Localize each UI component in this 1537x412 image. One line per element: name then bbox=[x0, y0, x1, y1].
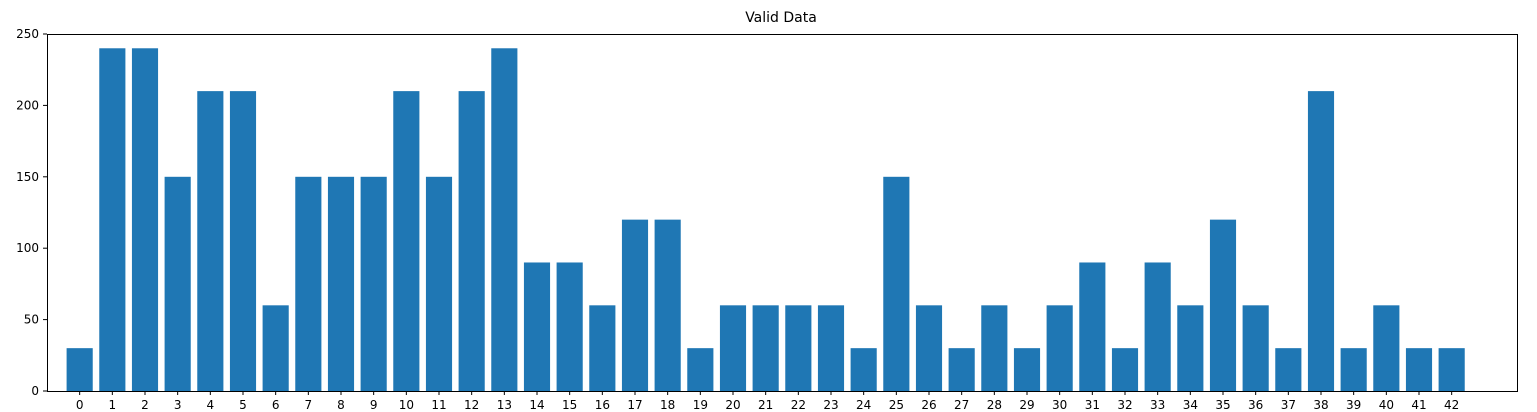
bar-34 bbox=[1177, 305, 1204, 391]
y-tick-label-250: 250 bbox=[16, 27, 39, 41]
bar-29 bbox=[1013, 348, 1041, 391]
x-tick-label-29: 29 bbox=[1019, 398, 1034, 412]
x-tick-label-21: 21 bbox=[758, 398, 773, 412]
bar-40 bbox=[1373, 305, 1400, 391]
bar-30 bbox=[1046, 305, 1073, 391]
bar-6 bbox=[262, 305, 289, 391]
bar-21 bbox=[752, 305, 779, 391]
x-tick-label-16: 16 bbox=[595, 398, 610, 412]
bar-41 bbox=[1405, 348, 1433, 391]
bar-17 bbox=[621, 219, 649, 391]
bar-25 bbox=[883, 176, 910, 391]
x-tick-label-15: 15 bbox=[562, 398, 577, 412]
x-tick-label-18: 18 bbox=[660, 398, 675, 412]
bar-32 bbox=[1111, 348, 1139, 391]
x-tick-label-5: 5 bbox=[239, 398, 247, 412]
x-tick-label-8: 8 bbox=[337, 398, 345, 412]
bar-2 bbox=[131, 48, 159, 391]
x-tick-label-14: 14 bbox=[529, 398, 544, 412]
bar-5 bbox=[229, 91, 257, 392]
bar-33 bbox=[1144, 262, 1171, 391]
x-tick-label-34: 34 bbox=[1183, 398, 1198, 412]
bar-3 bbox=[164, 176, 191, 391]
bar-12 bbox=[458, 91, 485, 392]
x-tick-label-41: 41 bbox=[1411, 398, 1426, 412]
x-tick-label-20: 20 bbox=[725, 398, 740, 412]
x-tick-label-42: 42 bbox=[1444, 398, 1459, 412]
x-tick-label-31: 31 bbox=[1085, 398, 1100, 412]
x-tick-label-38: 38 bbox=[1313, 398, 1328, 412]
x-tick-label-17: 17 bbox=[627, 398, 642, 412]
x-tick-label-7: 7 bbox=[305, 398, 313, 412]
bar-1 bbox=[99, 48, 126, 391]
x-tick-label-25: 25 bbox=[889, 398, 904, 412]
bar-9 bbox=[360, 176, 387, 391]
x-tick-label-26: 26 bbox=[921, 398, 936, 412]
bar-42 bbox=[1438, 348, 1465, 391]
x-tick-label-12: 12 bbox=[464, 398, 479, 412]
bar-15 bbox=[556, 262, 583, 391]
bar-38 bbox=[1307, 91, 1335, 392]
x-tick-label-4: 4 bbox=[207, 398, 215, 412]
x-tick-label-33: 33 bbox=[1150, 398, 1165, 412]
x-tick-label-24: 24 bbox=[856, 398, 871, 412]
x-tick-label-19: 19 bbox=[693, 398, 708, 412]
bar-13 bbox=[491, 48, 518, 391]
x-tick-label-13: 13 bbox=[497, 398, 512, 412]
bar-10 bbox=[393, 91, 420, 392]
x-tick-label-6: 6 bbox=[272, 398, 280, 412]
bar-28 bbox=[981, 305, 1008, 391]
x-tick-label-37: 37 bbox=[1281, 398, 1296, 412]
bar-8 bbox=[327, 176, 355, 391]
bar-14 bbox=[523, 262, 551, 391]
bar-0 bbox=[66, 348, 93, 391]
bar-23 bbox=[817, 305, 845, 391]
bar-36 bbox=[1242, 305, 1269, 391]
y-tick-label-50: 50 bbox=[24, 313, 39, 327]
bar-39 bbox=[1340, 348, 1367, 391]
x-tick-label-32: 32 bbox=[1117, 398, 1132, 412]
y-tick-label-150: 150 bbox=[16, 170, 39, 184]
x-tick-label-2: 2 bbox=[141, 398, 149, 412]
x-tick-label-10: 10 bbox=[399, 398, 414, 412]
bar-18 bbox=[654, 219, 681, 391]
chart-title: Valid Data bbox=[745, 10, 817, 26]
bar-37 bbox=[1275, 348, 1302, 391]
bar-4 bbox=[197, 91, 224, 392]
x-tick-label-1: 1 bbox=[109, 398, 117, 412]
bar-31 bbox=[1079, 262, 1106, 391]
x-tick-label-40: 40 bbox=[1379, 398, 1394, 412]
x-tick-label-35: 35 bbox=[1215, 398, 1230, 412]
y-tick-label-200: 200 bbox=[16, 98, 39, 112]
bar-11 bbox=[425, 176, 453, 391]
bar-7 bbox=[295, 176, 322, 391]
x-tick-label-36: 36 bbox=[1248, 398, 1263, 412]
plot-frame bbox=[47, 34, 1518, 392]
x-tick-label-30: 30 bbox=[1052, 398, 1067, 412]
x-tick-label-11: 11 bbox=[431, 398, 446, 412]
y-tick-label-0: 0 bbox=[31, 384, 39, 398]
x-tick-label-28: 28 bbox=[987, 398, 1002, 412]
bar-27 bbox=[948, 348, 975, 391]
x-axis: 0 1 2 3 4 5 6 7 8 9 10 11 12 13 14 15 16 17 18 19 20 21 22 23 24… bbox=[76, 391, 1459, 412]
bar-16 bbox=[589, 305, 616, 391]
bar-20 bbox=[719, 305, 747, 391]
y-tick-label-100: 100 bbox=[16, 241, 39, 255]
bar-35 bbox=[1209, 219, 1237, 391]
bar-24 bbox=[850, 348, 877, 391]
bar-22 bbox=[785, 305, 812, 391]
x-tick-label-0: 0 bbox=[76, 398, 84, 412]
x-tick-label-9: 9 bbox=[370, 398, 378, 412]
bars-group bbox=[66, 48, 1465, 392]
x-tick-label-39: 39 bbox=[1346, 398, 1361, 412]
bar-26 bbox=[915, 305, 943, 391]
x-tick-label-23: 23 bbox=[823, 398, 838, 412]
bar-19 bbox=[687, 348, 714, 391]
x-tick-label-3: 3 bbox=[174, 398, 182, 412]
x-tick-label-22: 22 bbox=[791, 398, 806, 412]
x-tick-label-27: 27 bbox=[954, 398, 969, 412]
y-axis: 0 50 100 150 200 250 bbox=[16, 27, 47, 398]
